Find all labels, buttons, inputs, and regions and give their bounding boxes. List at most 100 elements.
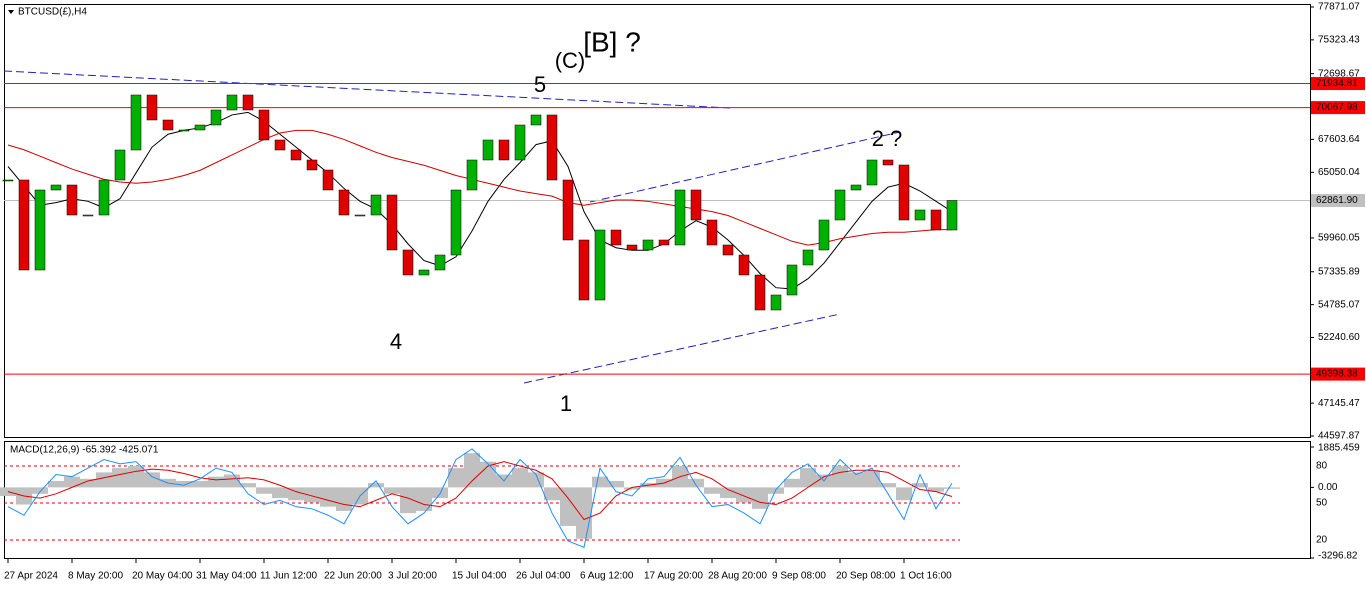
macd-bar	[208, 476, 224, 488]
macd-bar	[624, 487, 640, 490]
macd-bar	[144, 472, 160, 488]
y-tick-label: 47145.47	[1318, 398, 1360, 409]
y-tick-label: 54785.07	[1318, 299, 1360, 310]
macd-bar	[64, 476, 80, 488]
candle	[690, 189, 702, 221]
candle	[306, 159, 318, 171]
macd-frame	[4, 441, 1311, 559]
macd-bar	[416, 487, 432, 511]
wave-label: 2 ?	[872, 126, 903, 151]
y-tick-label: 67603.64	[1318, 134, 1360, 145]
x-tick-label: 9 Sep 08:00	[772, 571, 826, 582]
y-tick-label: 72698.67	[1318, 68, 1360, 79]
macd-bar	[336, 487, 352, 511]
candle	[818, 219, 830, 251]
macd-bar	[704, 487, 720, 494]
y-tick-label: 52240.60	[1318, 332, 1360, 343]
macd-bar	[944, 487, 960, 489]
macd-bar	[544, 487, 560, 501]
macd-line	[7, 448, 953, 549]
candle	[98, 179, 110, 216]
macd-bar	[576, 487, 592, 539]
x-tick-label: 20 Sep 08:00	[836, 571, 896, 582]
y-tick-label: 77871.07	[1318, 2, 1360, 13]
x-tick-label: 15 Jul 04:00	[452, 571, 507, 582]
candle	[546, 114, 558, 181]
macd-bar	[864, 470, 880, 488]
macd-bar	[800, 468, 816, 488]
macd-bar	[512, 468, 528, 488]
candle	[706, 219, 718, 246]
macd-bar	[448, 468, 464, 488]
candle	[658, 239, 670, 246]
wave-label: [B] ?	[583, 26, 641, 57]
price-level-label: 62861.90	[1316, 195, 1358, 206]
moving-average	[7, 129, 952, 246]
candle	[18, 179, 30, 271]
candle	[210, 109, 222, 126]
candle	[498, 139, 510, 161]
x-tick-label: 27 Apr 2024	[4, 571, 58, 582]
candle	[242, 94, 254, 111]
candle	[418, 269, 430, 276]
wave-label: 1	[560, 391, 572, 416]
macd-bar	[848, 472, 864, 488]
candle	[898, 164, 910, 221]
macd-bar	[784, 478, 800, 488]
channel-line	[589, 131, 901, 203]
x-tick-label: 31 May 04:00	[196, 571, 257, 582]
price-level-box	[1311, 194, 1365, 208]
candle	[866, 159, 878, 186]
macd-bar	[224, 474, 240, 488]
candle	[594, 229, 606, 301]
price-level-box	[1311, 77, 1365, 91]
macd-bar	[720, 487, 736, 499]
x-tick-label: 11 Jun 12:00	[260, 571, 318, 582]
macd-bar	[832, 465, 848, 488]
macd-bar	[80, 478, 96, 488]
y-tick-label: 1885.459	[1318, 443, 1360, 454]
macd-bar	[688, 478, 704, 488]
candle	[466, 159, 478, 191]
y-tick-label: 65050.04	[1318, 167, 1360, 178]
candle	[626, 244, 638, 251]
macd-bar	[400, 487, 416, 514]
candle	[946, 200, 958, 231]
channel-line	[523, 313, 841, 384]
trend-line	[3, 70, 731, 109]
candle	[562, 179, 574, 241]
wave-label: 4	[390, 329, 402, 354]
candle	[514, 124, 526, 161]
candle	[258, 109, 270, 141]
x-tick-label: 22 Jun 20:00	[324, 571, 382, 582]
candle	[370, 194, 382, 216]
candle	[322, 169, 334, 191]
candle	[450, 189, 462, 256]
candle	[2, 179, 14, 182]
macd-bar	[896, 487, 912, 501]
macd-bar	[112, 468, 128, 488]
level-label: 20	[1316, 535, 1328, 546]
candle	[834, 189, 846, 221]
macd-bar	[304, 487, 320, 503]
candle	[722, 244, 734, 256]
candle	[642, 239, 654, 251]
macd-bar	[192, 480, 208, 488]
y-tick-label: 0.00	[1318, 482, 1338, 493]
candle	[802, 249, 814, 266]
y-tick-label: -3296.82	[1318, 551, 1358, 562]
macd-bar	[32, 487, 48, 494]
symbol-icon	[8, 10, 14, 14]
candle	[754, 274, 766, 311]
candle	[178, 129, 190, 132]
macd-bar	[880, 483, 896, 488]
candle	[290, 149, 302, 161]
x-tick-label: 28 Aug 20:00	[708, 571, 767, 582]
x-tick-label: 8 May 20:00	[68, 571, 123, 582]
x-tick-label: 1 Oct 16:00	[900, 571, 952, 582]
candle	[130, 94, 142, 151]
candle	[114, 149, 126, 181]
price-level-label: 71934.81	[1316, 78, 1358, 89]
